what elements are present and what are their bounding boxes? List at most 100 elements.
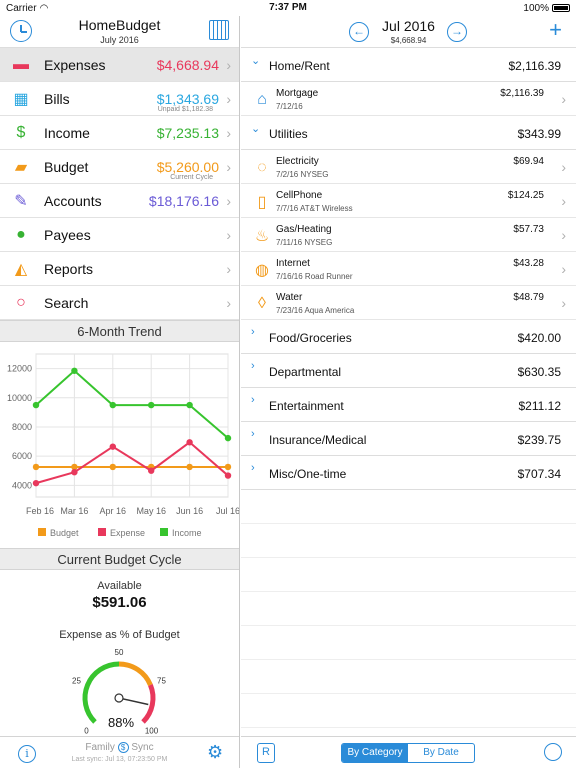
menu-item-payees[interactable]: ● Payees › — [0, 218, 239, 252]
status-bar: Carrier ◠ 7:37 PM 100% — [0, 0, 576, 16]
by-date-tab[interactable]: By Date — [423, 747, 459, 758]
y-tick-label: 4000 — [12, 480, 32, 490]
expense-amount: $69.94 — [513, 156, 544, 167]
menu-item-label: Bills — [44, 90, 70, 107]
menu-item-value: $18,176.16 — [148, 192, 219, 209]
x-tick-label: Feb 16 — [26, 506, 54, 516]
expense-row[interactable]: ▯ CellPhone 7/7/16 AT&T Wireless $124.25 › — [241, 184, 576, 218]
category-row[interactable]: ⌄ Home/Rent $2,116.39 — [241, 48, 576, 82]
chevron-down-icon[interactable]: ⌄ — [251, 123, 261, 135]
menu-item-bills[interactable]: ▦ Bills $1,343.69 Unpaid $1,182.38 › — [0, 82, 239, 116]
expense-name: Water — [276, 292, 303, 303]
refresh-icon[interactable] — [544, 743, 562, 761]
clock-icon[interactable] — [10, 20, 32, 42]
category-name: Food/Groceries — [269, 331, 352, 345]
trend-title: 6-Month Trend — [0, 320, 239, 342]
expense-row[interactable]: ◍ Internet 7/16/16 Road Runner $43.28 › — [241, 252, 576, 286]
expense-name: CellPhone — [276, 190, 323, 201]
recurring-button[interactable]: R — [257, 743, 275, 763]
gauge-tick-label: 0 — [84, 727, 89, 736]
family-sync-label[interactable]: Family $ Sync — [0, 742, 239, 753]
menu-item-income[interactable]: $ Income $7,235.13 › — [0, 116, 239, 150]
category-amount: $707.34 — [517, 467, 561, 481]
category-row[interactable]: › Food/Groceries $420.00 — [241, 320, 576, 354]
dollar-circle-icon: $ — [117, 742, 129, 753]
app-subtitle: July 2016 — [100, 35, 139, 45]
add-expense-button[interactable]: + — [549, 17, 562, 42]
chevron-right-icon[interactable]: › — [251, 394, 255, 406]
category-row[interactable]: › Misc/One-time $707.34 — [241, 456, 576, 490]
category-row[interactable]: › Insurance/Medical $239.75 — [241, 422, 576, 456]
menu-item-label: Search — [44, 294, 89, 311]
chevron-right-icon[interactable]: › — [251, 360, 255, 372]
data-point-budget — [71, 463, 78, 471]
magnifier-icon: ○ — [16, 293, 26, 311]
data-point-budget — [32, 463, 40, 471]
expense-row[interactable]: ◊ Water 7/23/16 Aqua America $48.79 › — [241, 286, 576, 320]
right-footer: R By Category By Date — [241, 736, 576, 768]
menu-item-budget[interactable]: ▰ Budget $5,260.00 Current Cycle › — [0, 150, 239, 184]
expense-row[interactable]: ⌂ Mortgage 7/12/16 $2,116.39 › — [241, 82, 576, 116]
y-tick-label: 12000 — [7, 364, 32, 374]
gauge-arc-orange — [118, 661, 153, 687]
left-footer: i Family $ Sync Last sync: Jul 13, 07:23… — [0, 736, 239, 768]
data-point-income — [186, 401, 193, 409]
chevron-down-icon[interactable]: ⌄ — [251, 55, 261, 67]
menu-item-expenses[interactable]: ▬ Expenses $4,668.94 › — [0, 48, 239, 82]
series-line-expense — [35, 440, 229, 485]
expense-row[interactable]: ♨ Gas/Heating 7/11/16 NYSEG $57.73 › — [241, 218, 576, 252]
menu-item-accounts[interactable]: ✎ Accounts $18,176.16 › — [0, 184, 239, 218]
chevron-right-icon: › — [561, 90, 566, 107]
expense-name: Gas/Heating — [276, 224, 332, 235]
calendar-icon: ▦ — [13, 90, 29, 108]
chevron-right-icon: › — [561, 192, 566, 209]
last-sync-text: Last sync: Jul 13, 07:23:50 PM — [71, 756, 168, 763]
data-point-expense — [186, 439, 193, 446]
menu-item-reports[interactable]: ◭ Reports › — [0, 252, 239, 286]
info-icon[interactable]: i — [18, 745, 36, 763]
chevron-right-icon[interactable]: › — [251, 428, 255, 440]
gauge-tick-label: 50 — [115, 648, 124, 657]
by-category-tab[interactable]: By Category — [342, 744, 408, 762]
menu-item-search[interactable]: ○ Search › — [0, 286, 239, 320]
category-list: ⌄ Home/Rent $2,116.39 ⌂ Mortgage 7/12/16 $2,11… — [241, 48, 576, 762]
folder-icon: ▰ — [14, 158, 28, 176]
category-name: Misc/One-time — [269, 467, 347, 481]
gauge-arc-green — [82, 661, 120, 724]
category-row[interactable]: › Departmental $630.35 — [241, 354, 576, 388]
chevron-right-icon: › — [561, 260, 566, 277]
category-row[interactable]: ⌄ Utilities $343.99 — [241, 116, 576, 150]
gauge-tick-label: 100 — [145, 727, 159, 736]
data-point-budget — [186, 463, 193, 471]
chevron-right-icon: › — [226, 294, 231, 311]
expense-detail: 7/2/16 NYSEG — [276, 170, 329, 179]
phone-icon: ▯ — [257, 194, 267, 211]
expense-pct-label: Expense as % of Budget — [59, 629, 180, 641]
category-amount: $2,116.39 — [508, 59, 562, 73]
empty-row — [241, 490, 576, 524]
chevron-right-icon[interactable]: › — [251, 462, 255, 474]
chevron-right-icon: › — [226, 226, 231, 243]
battery-percent: 100% — [523, 2, 549, 14]
calendar-icon[interactable] — [209, 20, 229, 40]
gear-icon[interactable]: ⚙ — [207, 742, 224, 762]
menu-item-value: $7,235.13 — [156, 124, 219, 141]
next-month-button[interactable]: → — [447, 22, 467, 42]
money-bag-icon: $ — [16, 123, 26, 141]
sync-label: Sync — [131, 742, 154, 753]
expense-amount: $57.73 — [513, 224, 544, 235]
x-tick-label: Jul 16 — [216, 506, 239, 516]
category-row[interactable]: › Entertainment $211.12 — [241, 388, 576, 422]
category-amount: $211.12 — [518, 399, 562, 413]
left-header: HomeBudget July 2016 — [0, 16, 239, 48]
gauge-hub — [114, 693, 124, 703]
expense-name: Electricity — [276, 156, 319, 167]
expense-row[interactable]: ◌ Electricity 7/2/16 NYSEG $69.94 › — [241, 150, 576, 184]
expense-detail: 7/16/16 Road Runner — [276, 272, 353, 281]
x-tick-label: Mar 16 — [60, 506, 88, 516]
menu-item-label: Income — [44, 124, 90, 141]
prev-month-button[interactable]: ← — [349, 22, 369, 42]
chevron-right-icon[interactable]: › — [251, 326, 255, 338]
empty-row — [241, 524, 576, 558]
category-name: Departmental — [269, 365, 342, 379]
